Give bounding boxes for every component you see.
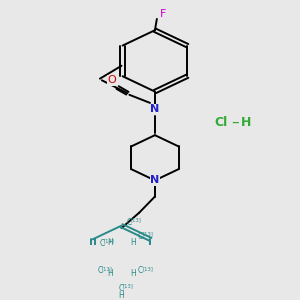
- Text: [13]: [13]: [131, 218, 142, 223]
- Text: N: N: [150, 176, 160, 185]
- Text: H: H: [107, 238, 113, 247]
- Text: H: H: [130, 269, 136, 278]
- Text: H: H: [119, 290, 124, 299]
- Text: [13]: [13]: [123, 284, 134, 289]
- Text: H: H: [130, 238, 136, 247]
- Text: C: C: [100, 239, 105, 248]
- Text: H: H: [241, 116, 251, 129]
- Text: C: C: [98, 266, 103, 275]
- Text: C: C: [119, 284, 124, 293]
- Text: [13]: [13]: [104, 238, 115, 243]
- Text: Cl: Cl: [214, 116, 227, 129]
- Text: C: C: [138, 232, 143, 241]
- Text: [13]: [13]: [142, 266, 153, 271]
- Text: H: H: [107, 269, 113, 278]
- Text: C: C: [127, 218, 132, 227]
- Text: O: O: [107, 75, 116, 85]
- Text: [13]: [13]: [142, 231, 153, 236]
- Text: –: –: [232, 115, 239, 130]
- Text: [13]: [13]: [102, 266, 113, 271]
- Text: F: F: [160, 9, 166, 19]
- Text: C: C: [138, 266, 143, 275]
- Text: N: N: [150, 104, 160, 114]
